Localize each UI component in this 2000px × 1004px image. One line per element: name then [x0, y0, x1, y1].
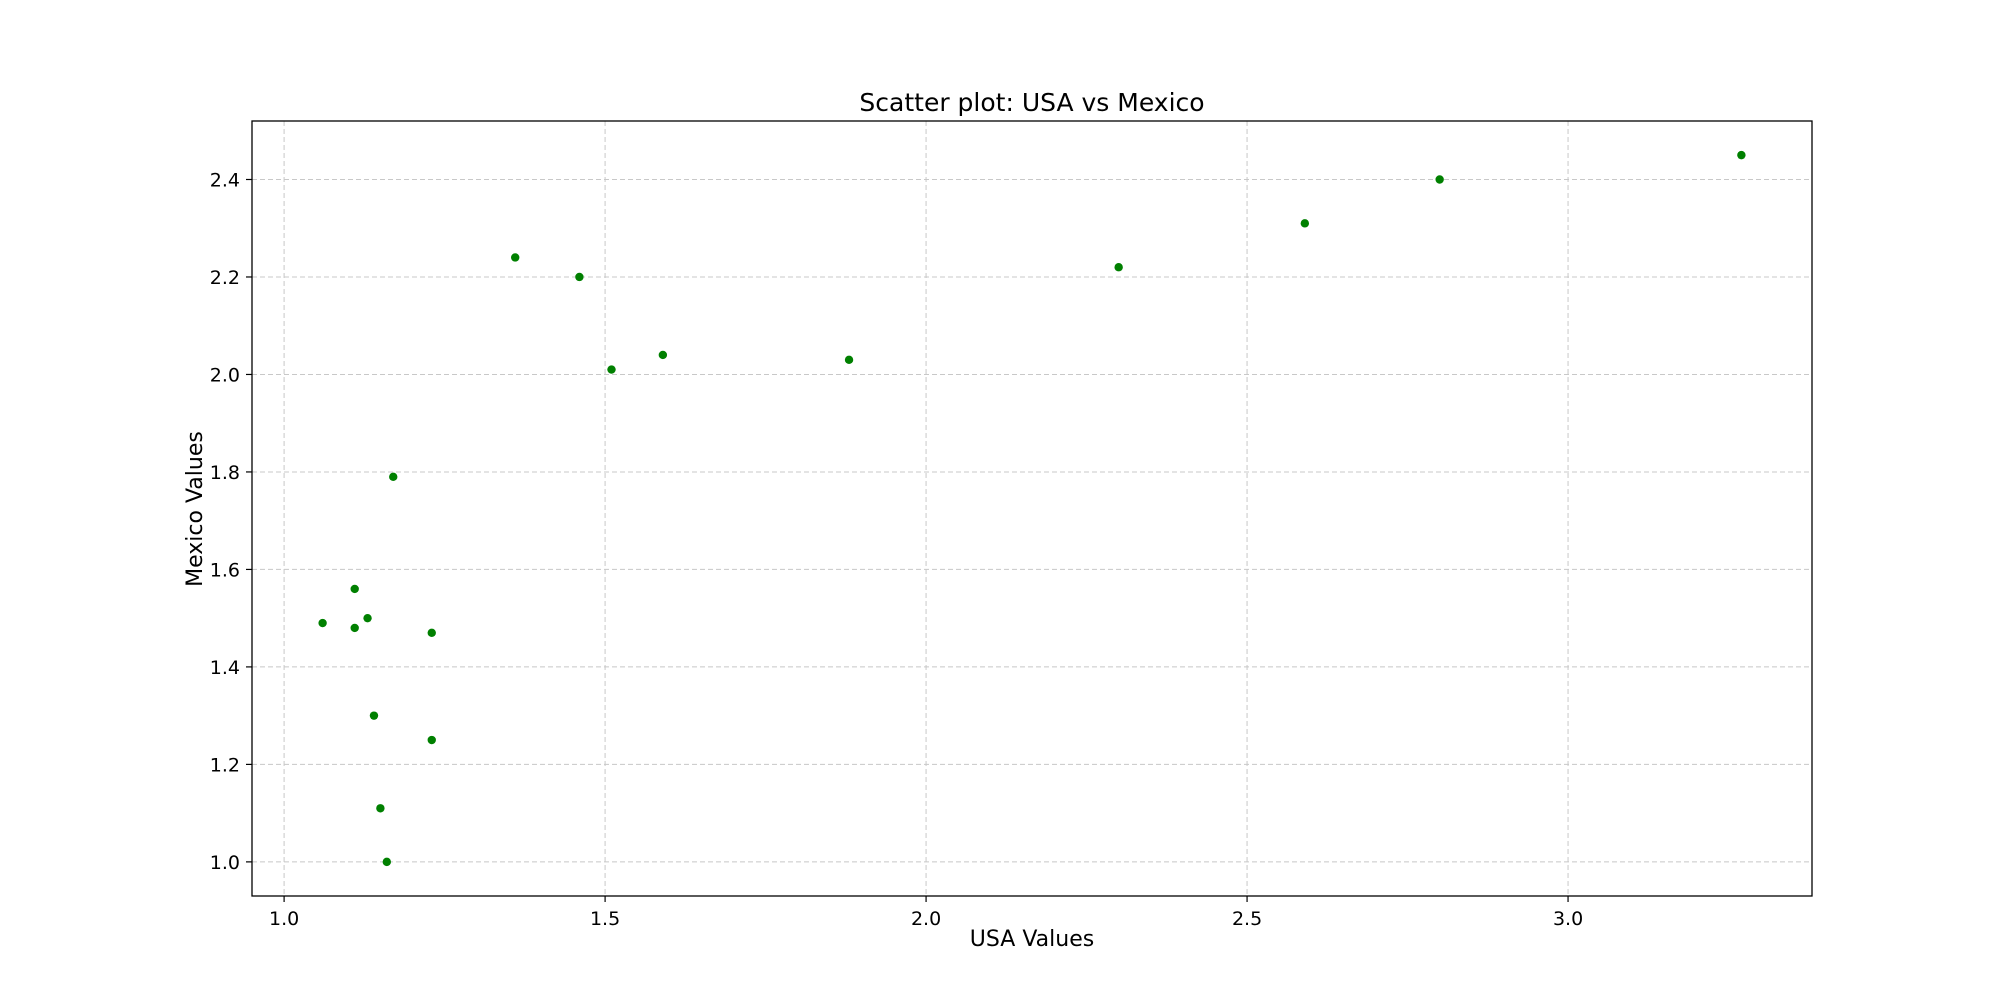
y-tick-label: 1.0 — [210, 852, 240, 874]
y-axis-ticks: 1.0 1.2 1.4 1.6 1.8 2.0 2.2 2.4 — [210, 169, 252, 874]
x-axis-ticks: 1.0 1.5 2.0 2.5 3.0 — [269, 896, 1583, 930]
scatter-point — [1300, 219, 1310, 228]
x-tick-label: 3.0 — [1553, 908, 1583, 930]
scatter-point — [318, 618, 327, 628]
y-tick-label: 1.8 — [210, 462, 240, 484]
x-axis-label: USA Values — [970, 927, 1094, 952]
y-axis-label: Mexico Values — [183, 431, 208, 587]
scatter-point — [389, 472, 398, 482]
scatter-point — [350, 623, 359, 633]
scatter-point — [427, 628, 436, 637]
y-tick-label: 2.2 — [210, 267, 240, 289]
x-tick-label: 1.5 — [590, 908, 620, 930]
scatter-point — [363, 613, 372, 623]
y-tick-label: 2.0 — [210, 364, 240, 386]
scatter-point — [1435, 175, 1444, 184]
plot-background — [252, 121, 1812, 896]
scatter-point — [1737, 150, 1746, 160]
x-tick-label: 2.5 — [1232, 908, 1262, 930]
plot-frame — [251, 120, 1813, 897]
scatter-point — [844, 355, 854, 365]
chart-title: Scatter plot: USA vs Mexico — [859, 88, 1204, 117]
x-tick-label: 2.0 — [911, 908, 941, 930]
y-tick-label: 2.4 — [210, 169, 240, 191]
scatter-point — [658, 350, 668, 360]
scatter-point — [1114, 263, 1123, 272]
grid-lines — [252, 121, 1812, 896]
y-tick-label: 1.4 — [210, 657, 240, 679]
scatter-point — [575, 272, 584, 282]
y-tick-label: 1.2 — [210, 754, 240, 776]
scatter-point — [511, 253, 520, 262]
scatter-point — [427, 735, 436, 745]
scatter-points — [318, 150, 1746, 867]
scatter-point — [607, 365, 616, 374]
scatter-point — [350, 584, 359, 594]
x-tick-label: 1.0 — [269, 908, 299, 930]
y-tick-label: 1.6 — [210, 559, 240, 581]
scatter-point — [369, 711, 379, 720]
scatter-point — [376, 804, 385, 813]
scatter-point — [382, 857, 392, 867]
